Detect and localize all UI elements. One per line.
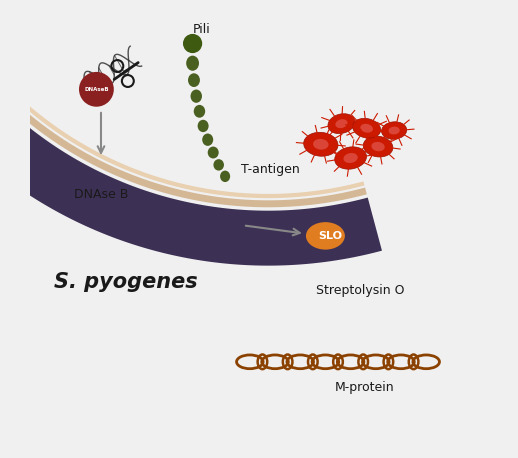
- Ellipse shape: [363, 136, 393, 157]
- Ellipse shape: [388, 126, 400, 135]
- Ellipse shape: [343, 153, 358, 163]
- Ellipse shape: [188, 73, 200, 87]
- Ellipse shape: [220, 170, 230, 182]
- Ellipse shape: [382, 122, 407, 139]
- Text: Streptolysin O: Streptolysin O: [315, 284, 404, 297]
- Ellipse shape: [208, 147, 219, 158]
- Ellipse shape: [353, 118, 381, 138]
- Ellipse shape: [191, 90, 202, 103]
- Text: DNAse B: DNAse B: [74, 188, 128, 201]
- Ellipse shape: [335, 147, 367, 169]
- Ellipse shape: [213, 159, 224, 171]
- Ellipse shape: [361, 124, 373, 133]
- Text: S. pyogenes: S. pyogenes: [54, 272, 198, 292]
- Ellipse shape: [335, 119, 348, 128]
- Polygon shape: [0, 0, 382, 266]
- Text: Pili: Pili: [193, 23, 211, 36]
- Ellipse shape: [328, 114, 355, 134]
- Ellipse shape: [306, 222, 345, 250]
- Ellipse shape: [186, 55, 199, 71]
- Circle shape: [79, 72, 114, 107]
- Text: M-protein: M-protein: [335, 381, 394, 393]
- Text: T-antigen: T-antigen: [241, 163, 299, 176]
- Text: DNAseB: DNAseB: [84, 87, 109, 92]
- Ellipse shape: [304, 132, 338, 156]
- Ellipse shape: [183, 34, 202, 53]
- Ellipse shape: [371, 142, 385, 151]
- Ellipse shape: [313, 139, 328, 150]
- Text: SLO: SLO: [318, 231, 342, 241]
- Ellipse shape: [202, 134, 213, 146]
- Ellipse shape: [194, 105, 205, 118]
- Ellipse shape: [198, 120, 209, 132]
